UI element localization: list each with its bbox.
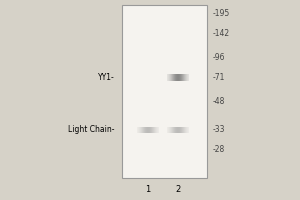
- Text: -71: -71: [213, 72, 225, 82]
- Text: -96: -96: [213, 52, 226, 62]
- Text: Light Chain-: Light Chain-: [68, 126, 115, 134]
- Text: YY1-: YY1-: [98, 72, 115, 82]
- Text: -195: -195: [213, 9, 230, 19]
- Text: -33: -33: [213, 126, 226, 134]
- Text: -142: -142: [213, 29, 230, 38]
- Text: -28: -28: [213, 146, 225, 154]
- Text: -48: -48: [213, 98, 225, 106]
- Text: 2: 2: [176, 185, 181, 194]
- Text: 1: 1: [146, 185, 151, 194]
- Bar: [122, 5, 207, 178]
